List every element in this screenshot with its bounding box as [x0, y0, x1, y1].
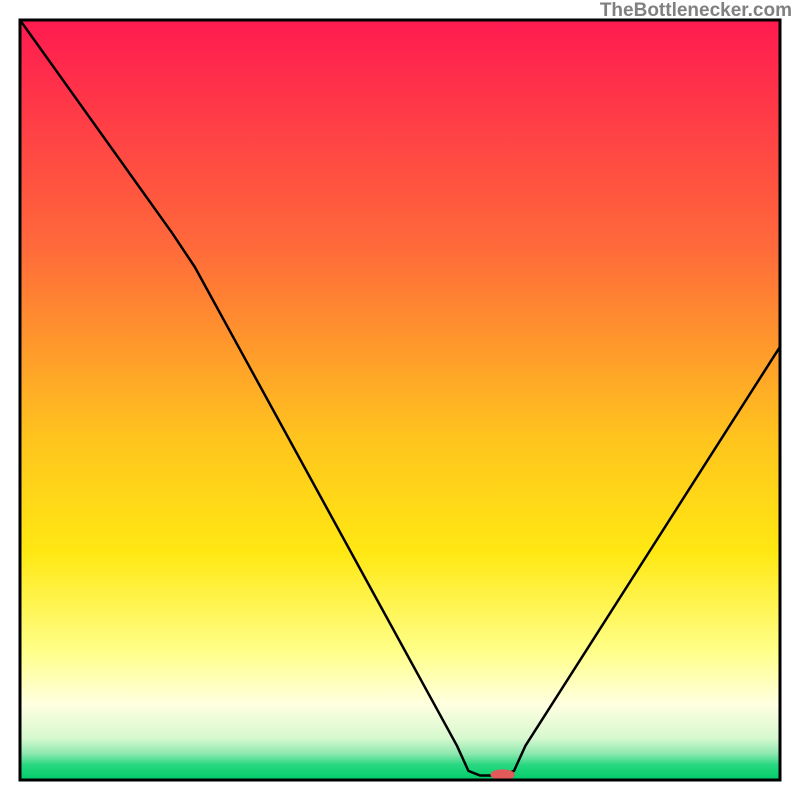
- bottleneck-chart: TheBottlenecker.com: [0, 0, 800, 800]
- attribution-text: TheBottlenecker.com: [600, 0, 792, 22]
- chart-background: [20, 20, 780, 780]
- chart-svg: [0, 0, 800, 800]
- optimal-marker: [490, 769, 514, 780]
